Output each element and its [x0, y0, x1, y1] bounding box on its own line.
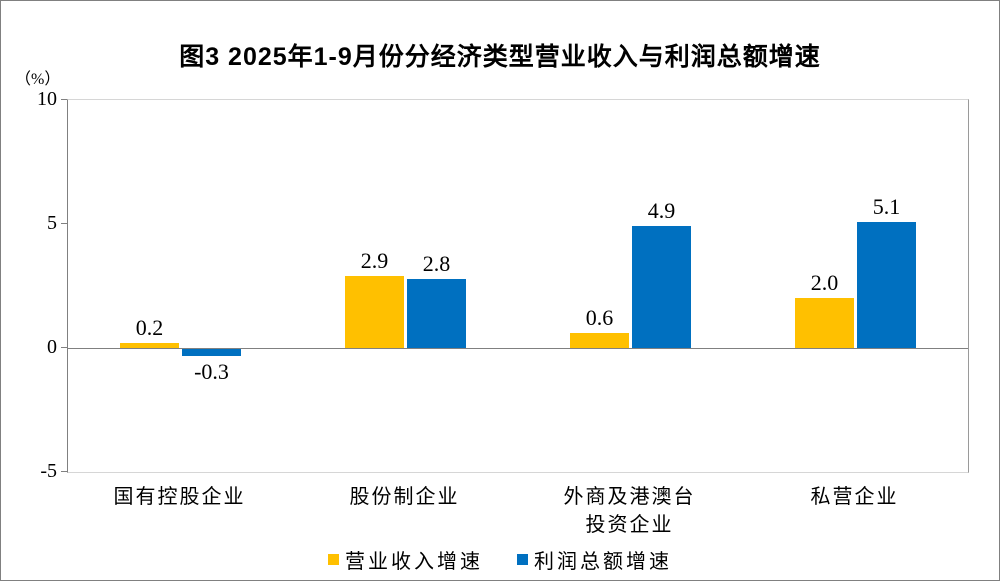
- bar-profit-0: [182, 349, 241, 357]
- legend-color-swatch: [517, 554, 528, 565]
- legend: 营业收入增速 利润总额增速: [1, 545, 999, 574]
- bar-value-label: 4.9: [647, 198, 676, 224]
- y-tick-mark: [61, 223, 67, 224]
- legend-label: 营业收入增速: [345, 551, 483, 573]
- y-tick-label: -5: [40, 460, 57, 482]
- y-tick-label: 10: [37, 88, 57, 110]
- bar-value-label: 0.6: [585, 305, 614, 331]
- x-category-label: 国有控股企业: [113, 486, 246, 508]
- y-axis-unit-label: （%）: [15, 71, 61, 88]
- y-tick-mark: [61, 99, 67, 100]
- legend-label: 利润总额增速: [534, 551, 672, 573]
- bar-revenue-0: [120, 343, 179, 348]
- legend-item: 营业收入增速: [328, 545, 483, 574]
- bar-profit-1: [407, 278, 466, 348]
- bar-value-label: 2.9: [360, 248, 389, 274]
- bar-value-label: -0.3: [194, 359, 229, 385]
- chart-title: 图3 2025年1-9月份分经济类型营业收入与利润总额增速: [179, 43, 821, 71]
- legend-item: 利润总额增速: [517, 545, 672, 574]
- x-category-label: 外商及港澳台 投资企业: [563, 486, 696, 536]
- bar-revenue-3: [795, 298, 854, 348]
- bar-value-label: 0.2: [135, 315, 164, 341]
- plot-area: 0.2 2.9 0.6 2.0 -0.3 2.8 4.9 5.1: [67, 99, 969, 473]
- y-tick-mark: [61, 471, 67, 472]
- y-tick-mark: [61, 347, 67, 348]
- bar-value-label: 2.0: [810, 270, 839, 296]
- bar-value-label: 2.8: [422, 250, 451, 276]
- bar-revenue-1: [345, 276, 404, 348]
- legend-color-swatch: [328, 554, 339, 565]
- bar-profit-2: [632, 226, 691, 348]
- bar-value-label: 5.1: [872, 193, 901, 219]
- y-tick-label: 0: [47, 336, 57, 358]
- bar-revenue-2: [570, 333, 629, 348]
- x-category-label: 私营企业: [810, 486, 899, 508]
- bar-profit-3: [857, 221, 916, 348]
- zero-axis-line: [68, 348, 968, 349]
- y-tick-label: 5: [47, 212, 57, 234]
- x-category-label: 股份制企业: [349, 486, 460, 508]
